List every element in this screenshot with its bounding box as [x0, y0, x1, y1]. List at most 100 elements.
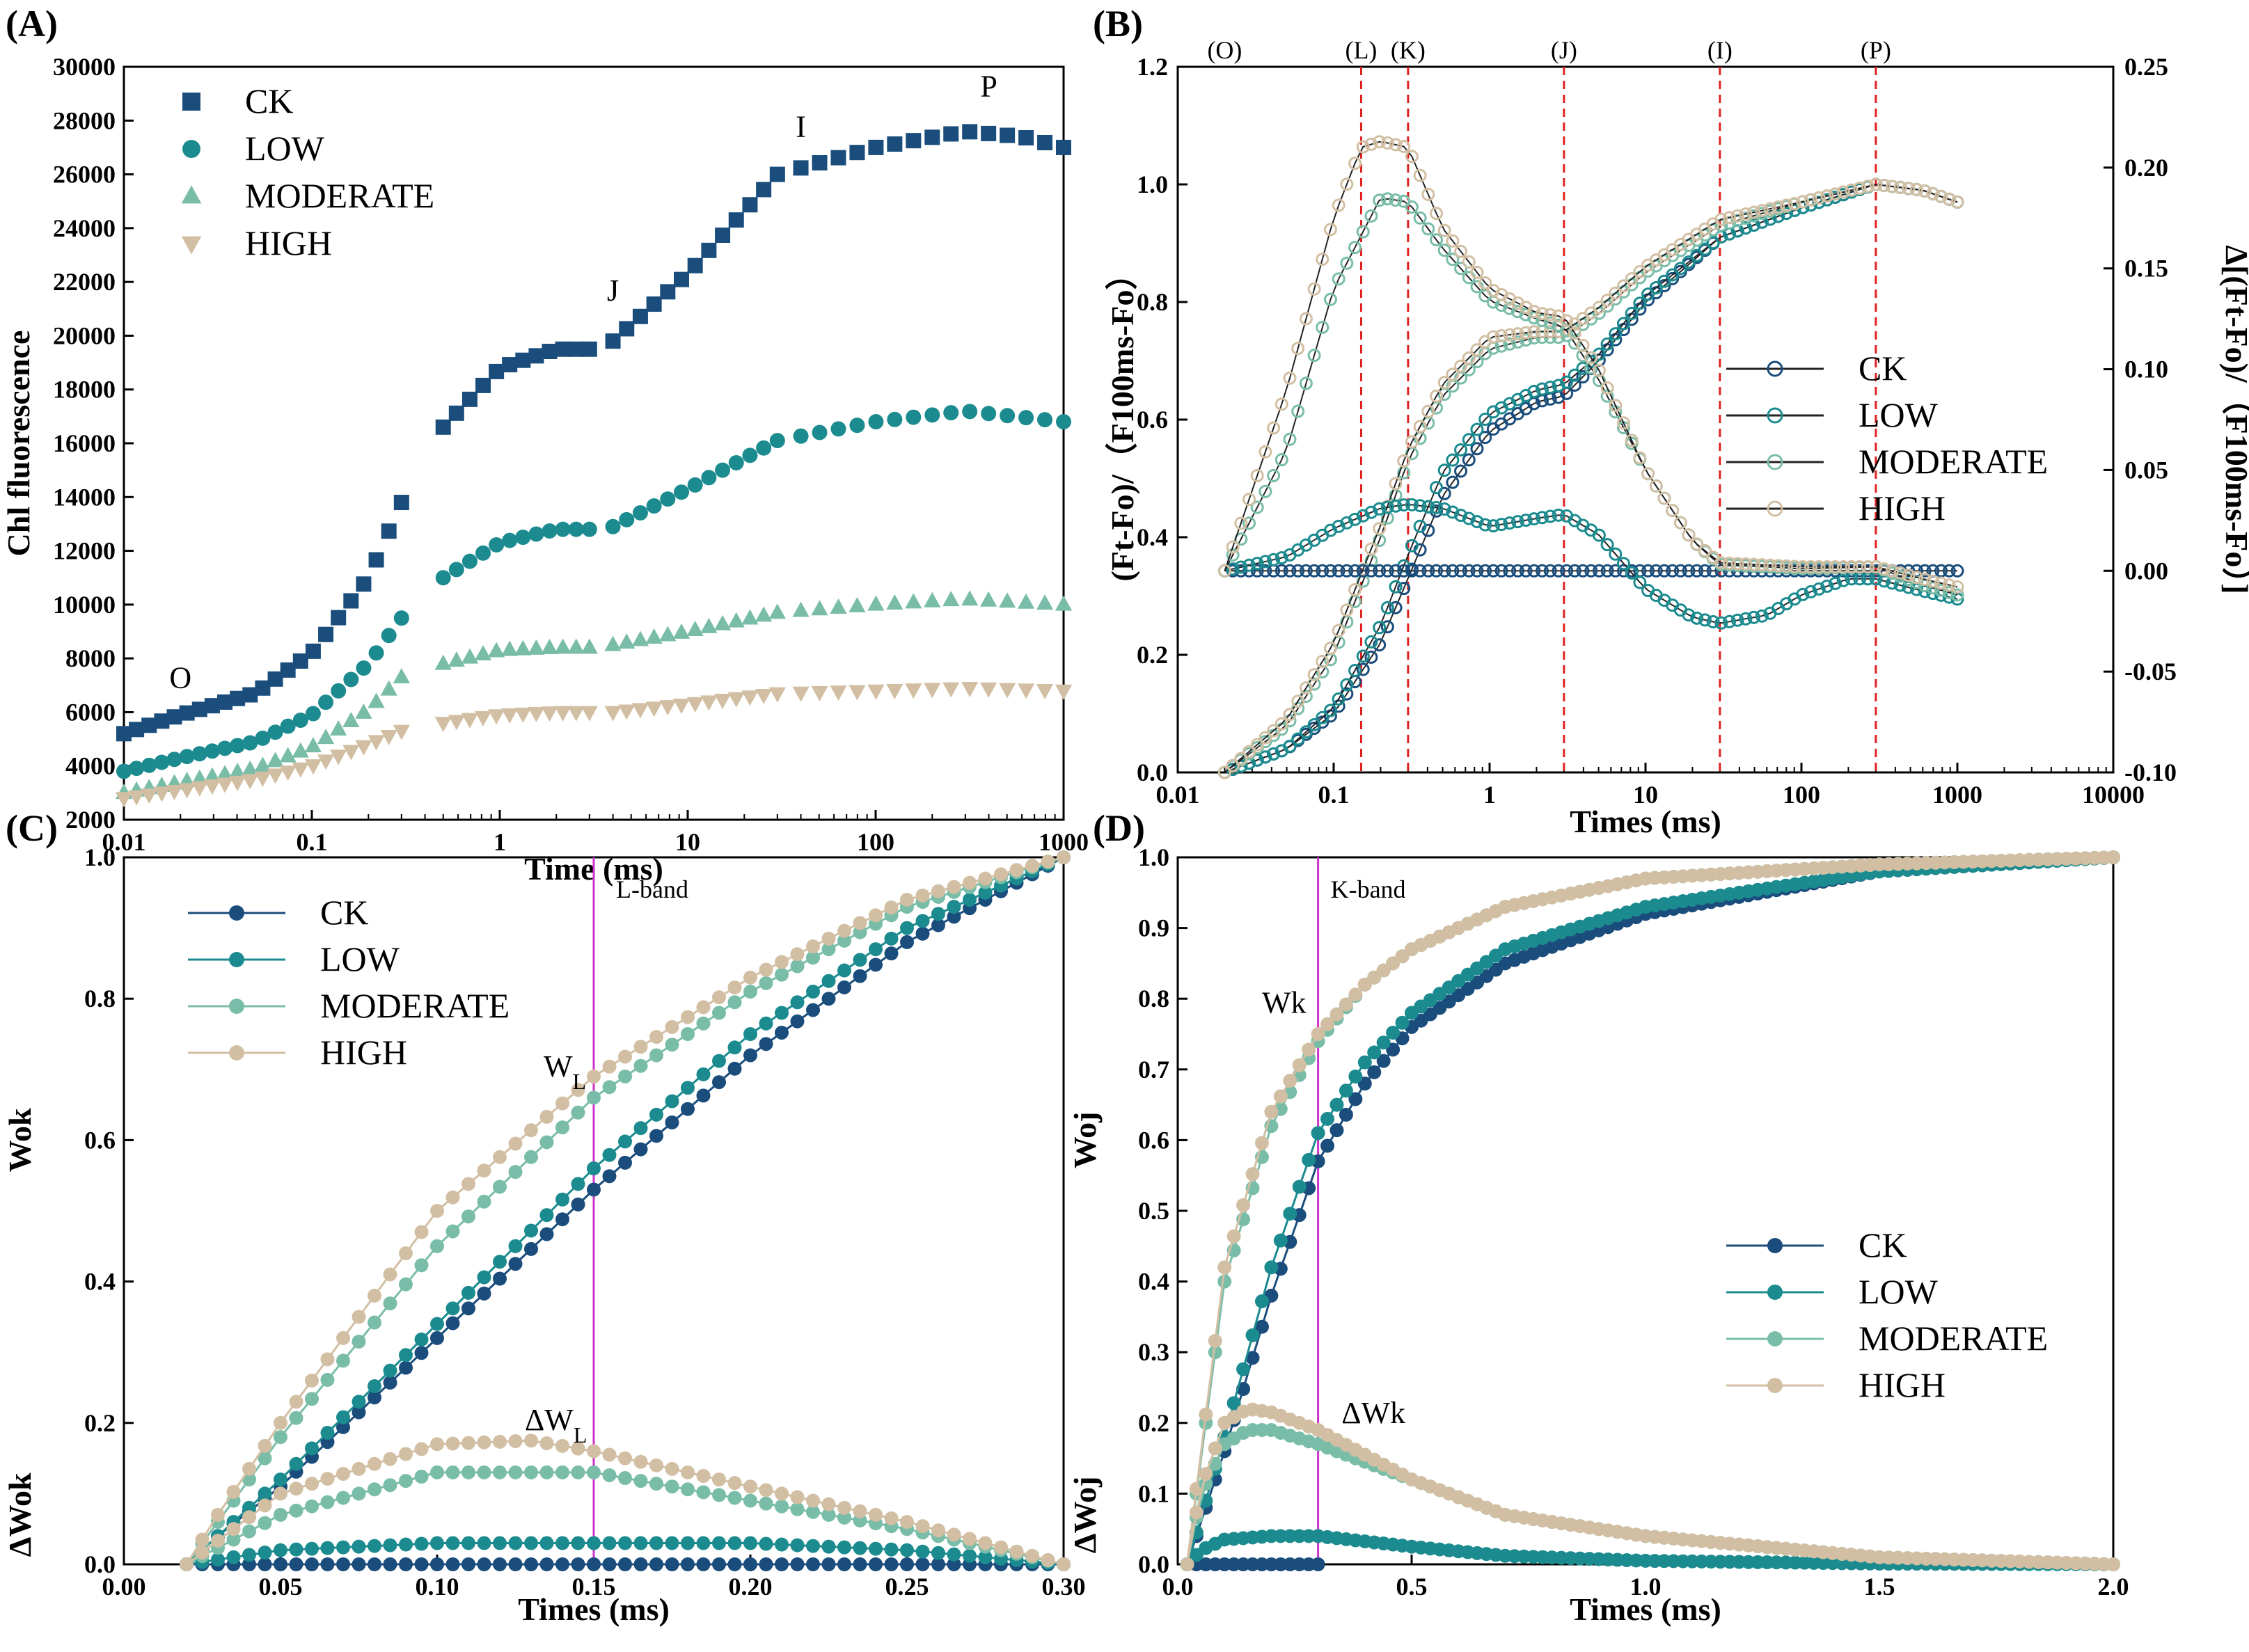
data-point-low: [1018, 410, 1034, 426]
vt-curve-point-ck: [1380, 620, 1394, 634]
vt-curve-point-high: [1283, 708, 1297, 722]
data-point-low: [632, 505, 648, 521]
data-point-high: [317, 754, 335, 770]
w-curve-point-high: [336, 1331, 350, 1345]
x-tick-label: 100: [1783, 781, 1820, 809]
legend-marker-moderate: [181, 185, 202, 204]
legend-label-low: LOW: [1859, 395, 1939, 434]
delta-w-curve-point-moderate: [242, 1524, 256, 1539]
data-point-low: [141, 757, 157, 773]
vt-curve-point-high: [1609, 286, 1623, 300]
annotation-1: ΔWk: [1341, 1396, 1405, 1430]
data-point-low: [255, 730, 271, 746]
data-point-moderate: [567, 638, 585, 654]
w-curve-point-high: [539, 1109, 554, 1124]
delta-curve-point-low: [1275, 551, 1288, 565]
phase-label: (L): [1345, 36, 1377, 64]
delta-curve-point-ck: [1510, 564, 1524, 578]
delta-w-curve-point-high: [461, 1436, 475, 1450]
delta-w-curve-point-high: [555, 1438, 569, 1453]
delta-w-curve-point-ck: [508, 1557, 523, 1571]
data-point-ck: [812, 154, 828, 170]
data-point-high: [645, 701, 663, 717]
delta-curve-point-high: [1763, 558, 1777, 572]
vt-curve-point-ck: [1356, 662, 1370, 676]
vt-curve-point-high: [1902, 182, 1916, 196]
data-point-ck: [129, 722, 145, 738]
vt-curve-point-high: [1299, 681, 1313, 695]
y2-tick-label: -0.05: [2124, 658, 2177, 685]
w-curve-point-ck: [399, 1360, 413, 1375]
delta-w-curve-point-moderate: [477, 1465, 491, 1479]
data-point-low: [356, 660, 372, 676]
w-curve-point-ck: [869, 958, 883, 972]
y-tick-label: 2000: [65, 806, 116, 834]
delta-w-curve-point-high: [821, 1497, 836, 1511]
delta-curve-point-ck: [1332, 564, 1346, 578]
delta-curve-point-high: [1625, 434, 1639, 447]
delta-curve-point-ck: [1454, 564, 1468, 578]
delta-curve-point-low: [1706, 614, 1720, 628]
data-point-ck: [356, 576, 372, 592]
legend-label-ck: CK: [245, 81, 293, 120]
legend-marker-ck: [1767, 1238, 1783, 1253]
vt-curve-point-high: [1258, 731, 1272, 745]
delta-w-curve-point-high: [884, 1511, 899, 1525]
vt-curve-point-high: [1885, 180, 1899, 193]
w-curve-point-low: [869, 942, 883, 957]
vt-curve-point-high: [1893, 180, 1907, 194]
w-curve-point-moderate: [320, 1372, 335, 1387]
data-point-high: [886, 683, 903, 699]
w-curve-point-ck: [587, 1182, 601, 1197]
w-curve-point-ck: [696, 1088, 711, 1103]
w-curve-point-low: [399, 1348, 413, 1363]
vt-curve-point-high: [1462, 351, 1476, 365]
delta-w-curve-point-ck: [931, 1557, 945, 1571]
delta-curve-point-high: [1779, 559, 1793, 573]
w-curve-point-moderate: [524, 1150, 538, 1164]
data-point-ck: [1056, 139, 1071, 155]
data-point-low: [542, 523, 558, 539]
vt-curve-point-ck: [1446, 475, 1460, 489]
phase-label-j: J: [607, 273, 619, 308]
vt-curve-point-high: [1486, 330, 1500, 344]
vt-curve-point-low: [1657, 274, 1671, 288]
y-tick-label: 28000: [53, 106, 116, 134]
data-point-low: [204, 743, 220, 759]
legend-marker-high: [229, 1045, 244, 1061]
w-curve-point-ck: [633, 1142, 648, 1157]
w-curve-point-ck: [775, 1025, 789, 1040]
delta-curve-point-ck: [1437, 564, 1451, 578]
data-point-high: [713, 694, 732, 710]
delta-w-curve-point-high: [414, 1442, 429, 1456]
vt-curve-point-low: [1682, 255, 1696, 269]
vt-curve-point-high: [1853, 182, 1867, 196]
delta-curve-point-low: [1519, 514, 1533, 527]
delta-curve-point-low: [1510, 515, 1524, 529]
vt-curve-point-high: [1926, 186, 1940, 200]
x-tick-label: 0.0: [1162, 1573, 1194, 1601]
w-curve-point-low: [289, 1456, 303, 1471]
data-point-ck: [318, 626, 334, 642]
delta-w-curve-point-low: [368, 1539, 381, 1553]
vt-curve-point-low: [1478, 412, 1492, 426]
data-point-ck: [660, 284, 676, 300]
delta-w-curve-point-high: [226, 1522, 241, 1536]
vt-curve-point-high: [1942, 192, 1956, 206]
delta-curve-point-low: [1413, 499, 1427, 513]
delta-w-curve-point-low: [258, 1546, 272, 1560]
data-point-high: [153, 786, 171, 802]
data-point-moderate: [488, 642, 505, 658]
data-point-high: [501, 708, 519, 724]
delta-w-curve-point-moderate: [399, 1474, 413, 1488]
data-point-high: [128, 790, 145, 806]
w-curve-point-ck: [430, 1331, 444, 1345]
w-curve-point-ck: [821, 992, 836, 1006]
vt-curve-point-high: [1267, 724, 1281, 738]
delta-curve-point-high: [1861, 559, 1875, 573]
delta-w-curve-point-high: [869, 1507, 883, 1522]
vt-curve-point-high: [1796, 195, 1810, 209]
delta-curve-point-low: [1421, 500, 1435, 514]
y-tick-label: 4000: [65, 752, 116, 780]
delta-w-curve-point-high: [571, 1441, 585, 1456]
